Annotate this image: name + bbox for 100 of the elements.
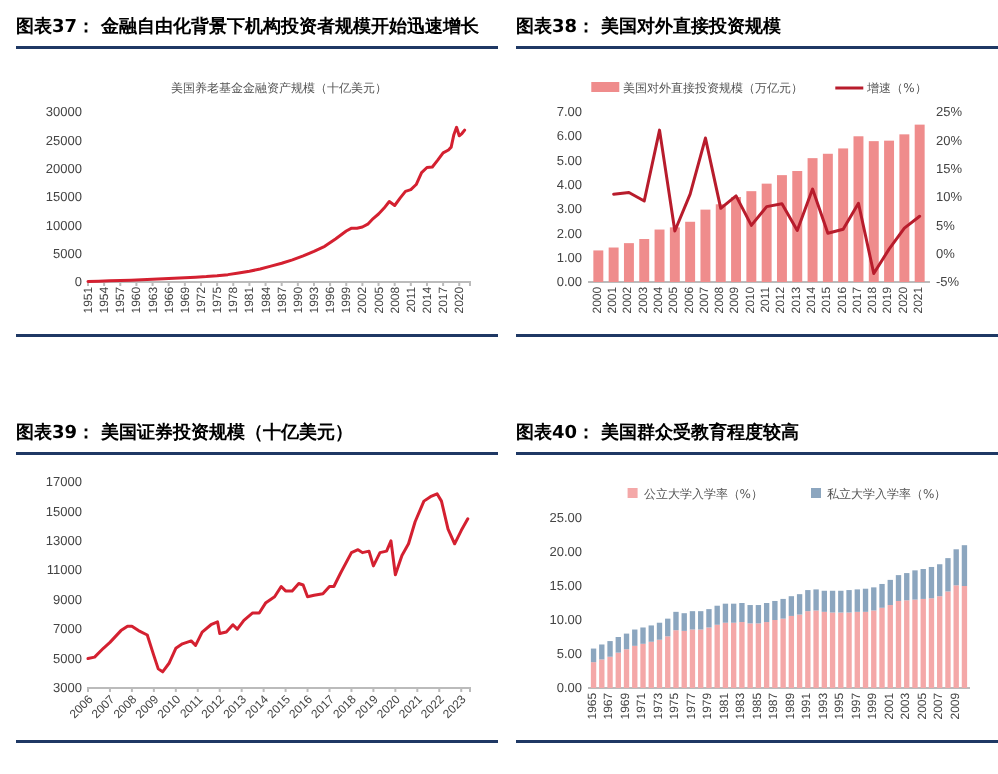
bar bbox=[698, 611, 704, 630]
bar bbox=[895, 575, 902, 601]
bar bbox=[813, 610, 819, 688]
bar bbox=[640, 627, 646, 644]
bar bbox=[730, 622, 737, 688]
bar bbox=[731, 197, 742, 282]
bar bbox=[792, 171, 803, 282]
bar bbox=[884, 140, 895, 282]
bar bbox=[656, 622, 663, 640]
bar bbox=[776, 175, 787, 282]
chart-title: 图表39： 美国证券投资规模（十亿美元） bbox=[16, 422, 354, 444]
bar bbox=[665, 636, 671, 688]
bar bbox=[689, 611, 696, 630]
bar bbox=[593, 250, 604, 282]
bar bbox=[747, 605, 753, 624]
bar bbox=[780, 618, 786, 688]
bar bbox=[854, 589, 860, 612]
line-series bbox=[86, 125, 467, 283]
bar bbox=[656, 639, 663, 688]
bar bbox=[763, 622, 770, 688]
bar bbox=[821, 611, 828, 688]
bar bbox=[961, 545, 968, 586]
bar bbox=[914, 124, 925, 282]
bar bbox=[928, 566, 935, 599]
bar bbox=[879, 583, 885, 608]
bar bbox=[887, 605, 893, 688]
bar bbox=[730, 603, 737, 623]
bar bbox=[838, 148, 849, 282]
bar bbox=[681, 630, 687, 688]
bar bbox=[722, 603, 729, 623]
bar bbox=[920, 569, 926, 599]
bar bbox=[788, 615, 795, 688]
bar bbox=[953, 585, 959, 688]
bar bbox=[780, 598, 786, 619]
bar bbox=[899, 134, 910, 282]
bar bbox=[739, 603, 745, 623]
bar bbox=[714, 605, 720, 625]
bar bbox=[912, 570, 918, 600]
bar bbox=[846, 612, 852, 688]
bar bbox=[755, 623, 762, 688]
bar bbox=[669, 227, 680, 282]
bar bbox=[599, 644, 605, 660]
bar bbox=[746, 191, 757, 282]
bar bbox=[862, 588, 869, 612]
bar bbox=[615, 637, 621, 653]
bar bbox=[821, 590, 828, 612]
bar bbox=[928, 598, 935, 688]
bar bbox=[689, 629, 696, 688]
bar bbox=[912, 599, 918, 688]
bar bbox=[681, 613, 687, 631]
bar bbox=[761, 183, 772, 282]
bar bbox=[715, 204, 726, 282]
bar bbox=[648, 641, 654, 688]
bar bbox=[838, 612, 844, 688]
bar bbox=[813, 589, 819, 611]
bar bbox=[904, 573, 910, 601]
bar bbox=[608, 247, 619, 282]
bar bbox=[937, 564, 943, 597]
bar bbox=[838, 590, 844, 613]
bar bbox=[654, 229, 665, 282]
bar bbox=[685, 221, 696, 282]
chart-title: 图表37： 金融自由化背景下机构投资者规模开始迅速增长 bbox=[16, 16, 482, 38]
bar bbox=[763, 603, 770, 623]
bar bbox=[829, 590, 836, 613]
bar bbox=[632, 645, 638, 688]
bar bbox=[615, 652, 621, 688]
bar bbox=[904, 600, 910, 688]
bar bbox=[953, 549, 959, 586]
bar bbox=[796, 594, 803, 615]
bar bbox=[945, 591, 951, 688]
bar bbox=[772, 620, 778, 688]
bar bbox=[788, 596, 795, 616]
bar bbox=[887, 579, 893, 606]
line-series bbox=[86, 492, 470, 674]
bar bbox=[590, 662, 597, 688]
bar bbox=[698, 629, 704, 688]
bar bbox=[755, 605, 762, 624]
bar bbox=[700, 209, 711, 282]
bar bbox=[632, 629, 638, 646]
bar bbox=[739, 622, 745, 688]
bar bbox=[706, 627, 712, 688]
chart-title: 图表40： 美国群众受教育程度较高 bbox=[516, 420, 800, 444]
bar bbox=[623, 649, 630, 688]
bar bbox=[714, 624, 720, 688]
chart-title: 图表38： 美国对外直接投资规模 bbox=[516, 16, 784, 38]
bar bbox=[772, 600, 778, 620]
bar bbox=[937, 596, 943, 688]
bar bbox=[854, 611, 860, 688]
bar bbox=[607, 656, 613, 688]
bar bbox=[623, 243, 634, 282]
bar bbox=[868, 141, 879, 282]
bar bbox=[796, 614, 803, 688]
bar bbox=[862, 611, 869, 688]
bar bbox=[879, 607, 885, 688]
bar bbox=[846, 590, 852, 613]
bar bbox=[920, 598, 926, 688]
bar bbox=[807, 158, 818, 282]
bar bbox=[648, 625, 654, 642]
bar bbox=[871, 610, 877, 688]
bar bbox=[961, 586, 968, 688]
